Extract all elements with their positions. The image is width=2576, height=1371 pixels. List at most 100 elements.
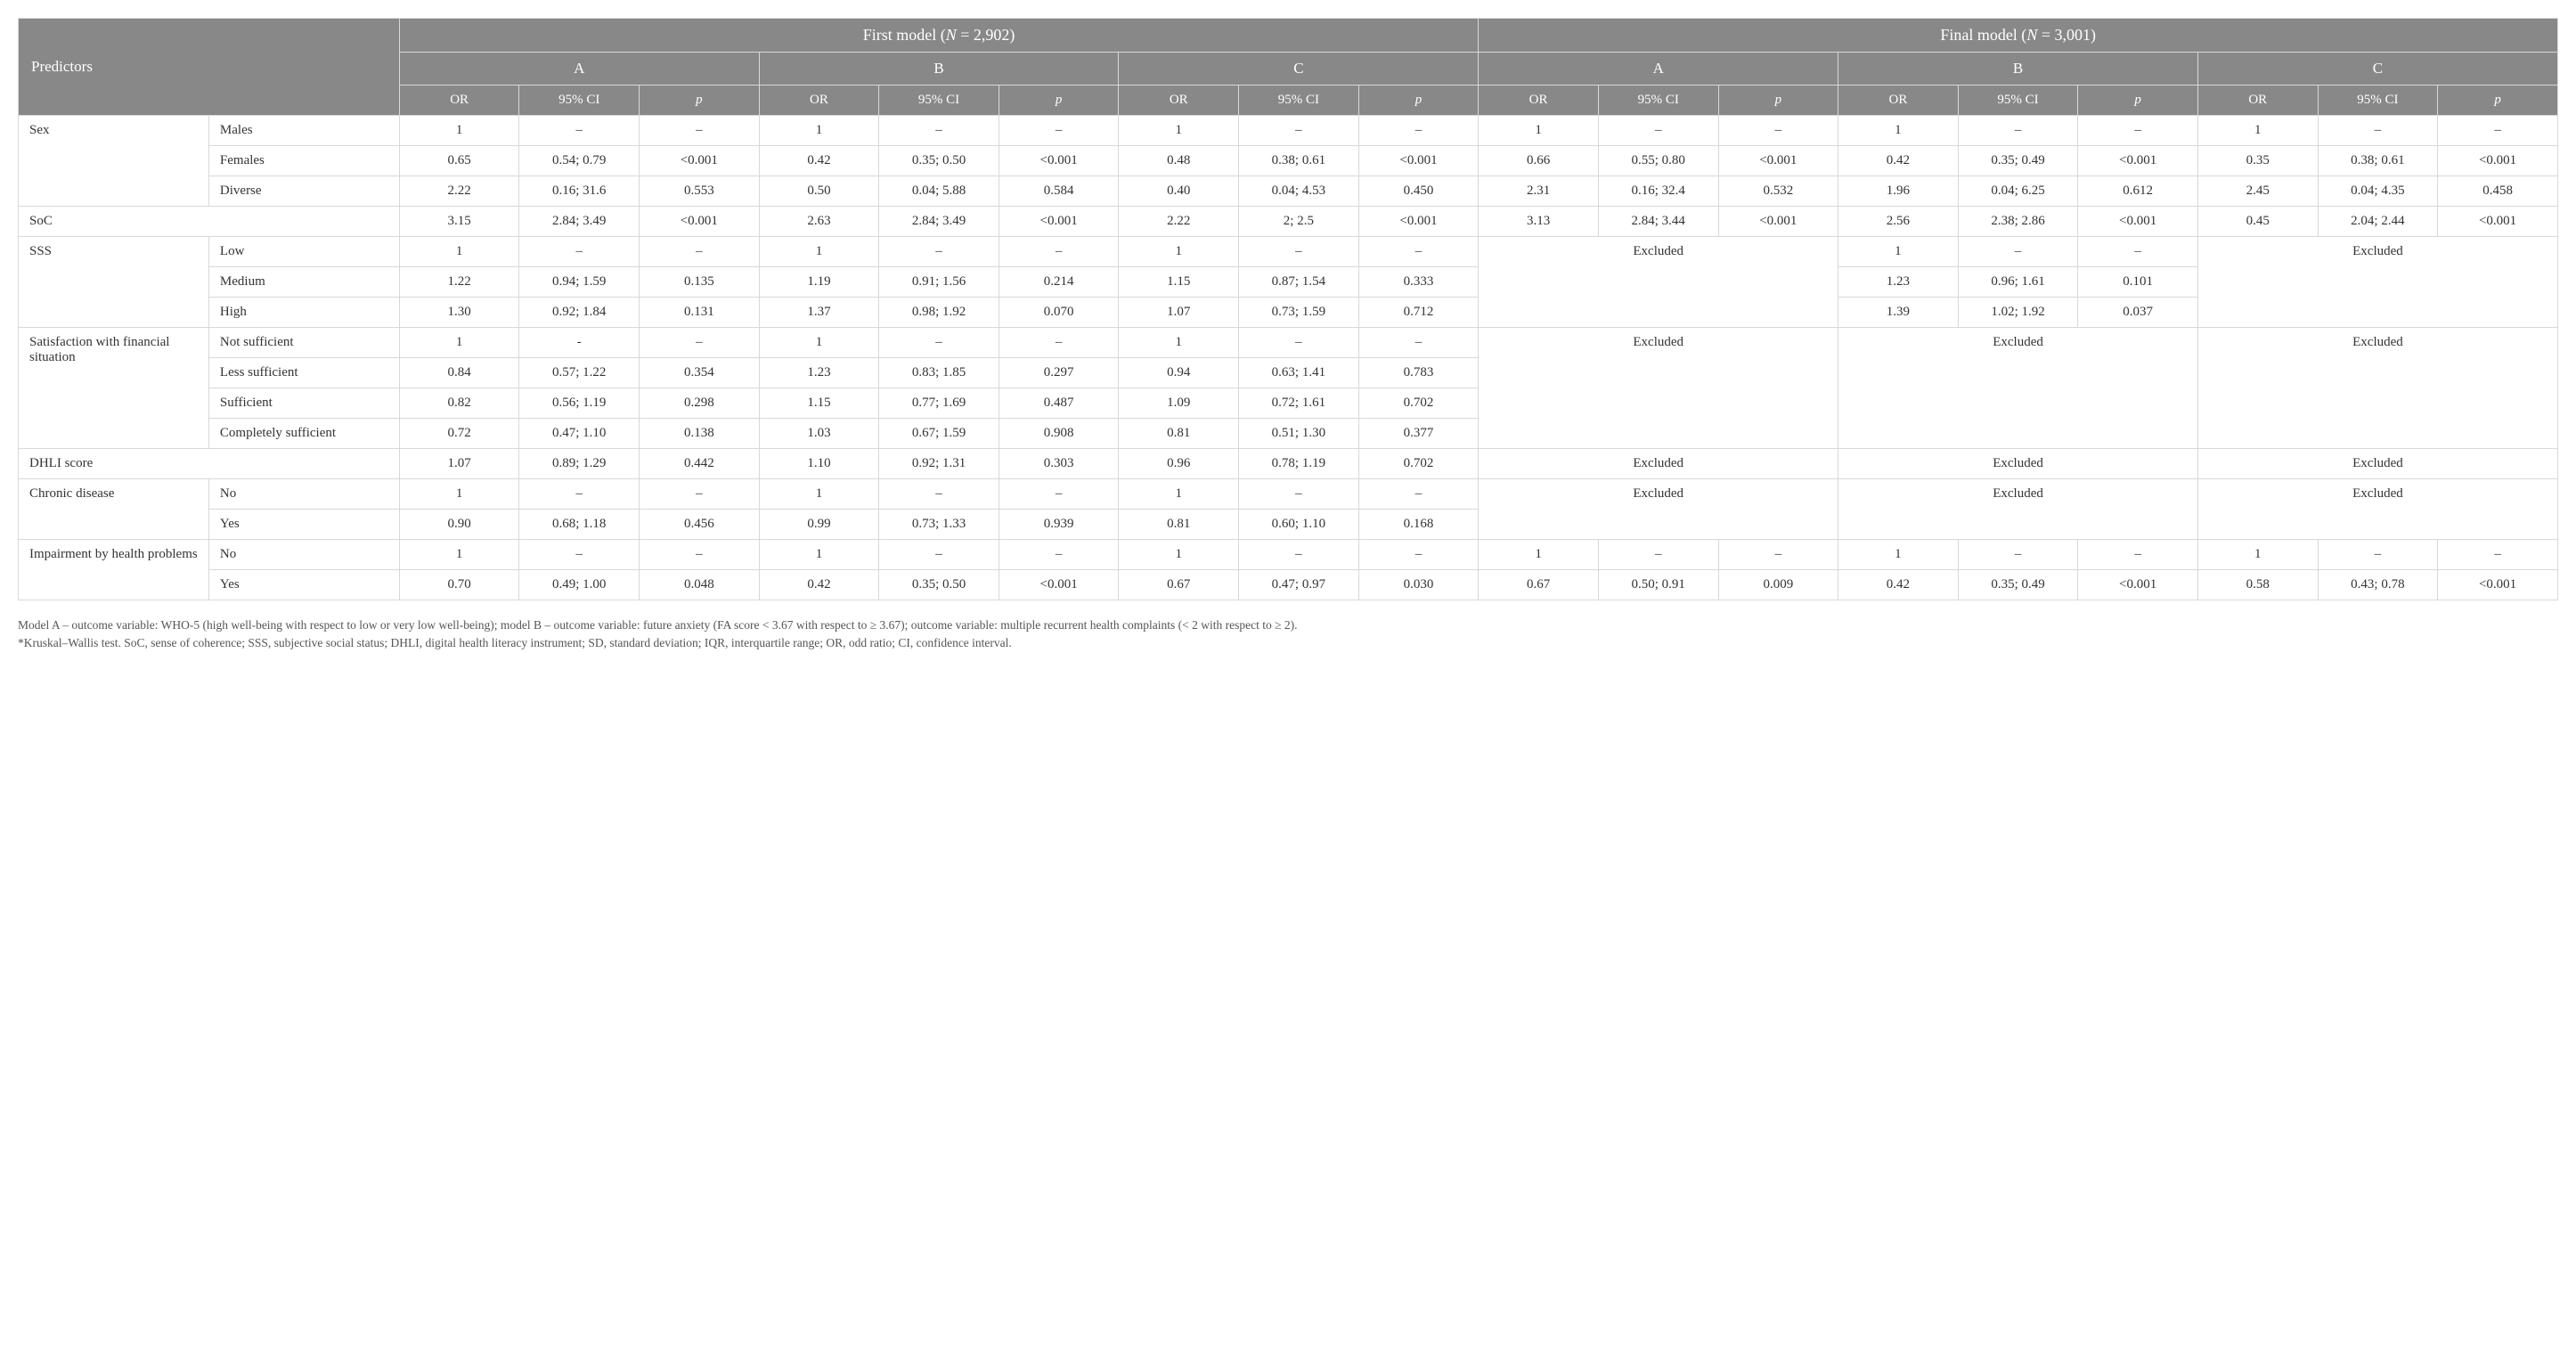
cell: <0.001 xyxy=(2078,570,2198,600)
cell: – xyxy=(1718,116,1838,146)
cell: 0.81 xyxy=(1119,510,1239,540)
cell: 1 xyxy=(399,479,519,510)
cell: <0.001 xyxy=(640,146,760,176)
cell: <0.001 xyxy=(2438,570,2558,600)
cell: 0.55; 0.80 xyxy=(1598,146,1718,176)
cell: – xyxy=(1358,237,1479,267)
cell: 0.91; 1.56 xyxy=(879,267,999,298)
cell: 0.35; 0.49 xyxy=(1958,146,2078,176)
cell: 0.72; 1.61 xyxy=(1239,388,1359,419)
cell: 0.83; 1.85 xyxy=(879,358,999,388)
header-first-model: First model (N = 2,902) xyxy=(399,19,1478,53)
cell: 0.101 xyxy=(2078,267,2198,298)
cell: 0.94; 1.59 xyxy=(519,267,640,298)
row-impair-yes: Yes 0.700.49; 1.000.048 0.420.35; 0.50<0… xyxy=(19,570,2558,600)
row-sss-medium: Medium 1.220.94; 1.590.135 1.190.91; 1.5… xyxy=(19,267,2558,298)
cell: – xyxy=(879,237,999,267)
cell: – xyxy=(1718,540,1838,570)
cell: – xyxy=(1598,116,1718,146)
col-or: OR xyxy=(2197,86,2318,116)
cell: 0.450 xyxy=(1358,176,1479,207)
cell: – xyxy=(879,479,999,510)
cell: – xyxy=(640,237,760,267)
col-or: OR xyxy=(1838,86,1959,116)
label-diverse: Diverse xyxy=(208,176,399,207)
cell: 1 xyxy=(1838,116,1959,146)
cell: 0.070 xyxy=(999,298,1119,328)
row-soc: SoC 3.152.84; 3.49<0.001 2.632.84; 3.49<… xyxy=(19,207,2558,237)
cell: 0.40 xyxy=(1119,176,1239,207)
cell: 2.22 xyxy=(1119,207,1239,237)
cell: 1.22 xyxy=(399,267,519,298)
cell: 1.30 xyxy=(399,298,519,328)
cell: 0.94 xyxy=(1119,358,1239,388)
cell: 2.31 xyxy=(1479,176,1599,207)
cell: 0.89; 1.29 xyxy=(519,449,640,479)
cell: 0.214 xyxy=(999,267,1119,298)
cell: 0.98; 1.92 xyxy=(879,298,999,328)
cell: 0.939 xyxy=(999,510,1119,540)
cell: – xyxy=(519,479,640,510)
label-chronic-yes: Yes xyxy=(208,510,399,540)
cell: 0.04; 4.35 xyxy=(2318,176,2438,207)
cell: 0.702 xyxy=(1358,388,1479,419)
cell: 0.51; 1.30 xyxy=(1239,419,1359,449)
label-sex: Sex xyxy=(19,116,209,207)
cell: – xyxy=(640,540,760,570)
cell: 0.45 xyxy=(2197,207,2318,237)
cell: 0.009 xyxy=(1718,570,1838,600)
cell: – xyxy=(999,540,1119,570)
cell: 0.78; 1.19 xyxy=(1239,449,1359,479)
cell: 2.84; 3.49 xyxy=(519,207,640,237)
label-impair: Impairment by health problems xyxy=(19,540,209,600)
cell: 0.42 xyxy=(759,146,879,176)
label-impair-yes: Yes xyxy=(208,570,399,600)
cell: <0.001 xyxy=(2078,207,2198,237)
cell: – xyxy=(1958,540,2078,570)
cell: 0.67 xyxy=(1119,570,1239,600)
cell: 0.81 xyxy=(1119,419,1239,449)
cell: 0.168 xyxy=(1358,510,1479,540)
label-satfin-suf: Sufficient xyxy=(208,388,399,419)
cell: 0.131 xyxy=(640,298,760,328)
cell: 0.57; 1.22 xyxy=(519,358,640,388)
cell: 1 xyxy=(2197,116,2318,146)
row-sss-low: SSS Low 1–– 1–– 1–– Excluded 1–– Exclude… xyxy=(19,237,2558,267)
cell: 1.15 xyxy=(1119,267,1239,298)
header-predictors: Predictors xyxy=(19,19,400,116)
cell: 1 xyxy=(2197,540,2318,570)
cell: <0.001 xyxy=(1358,146,1479,176)
cell-excluded: Excluded xyxy=(2197,328,2557,449)
cell: 0.458 xyxy=(2438,176,2558,207)
col-ci: 95% CI xyxy=(1239,86,1359,116)
cell: 0.66 xyxy=(1479,146,1599,176)
cell: 2.56 xyxy=(1838,207,1959,237)
label-females: Females xyxy=(208,146,399,176)
header-final-b: B xyxy=(1838,53,2198,86)
cell-excluded: Excluded xyxy=(1479,479,1838,540)
cell: – xyxy=(1598,540,1718,570)
cell: 0.04; 5.88 xyxy=(879,176,999,207)
cell: 0.96; 1.61 xyxy=(1958,267,2078,298)
row-sex-diverse: Diverse 2.220.16; 31.60.553 0.500.04; 5.… xyxy=(19,176,2558,207)
cell: – xyxy=(1239,540,1359,570)
header-first-b: B xyxy=(759,53,1119,86)
cell-excluded: Excluded xyxy=(2197,237,2557,328)
label-sss-high: High xyxy=(208,298,399,328)
cell: 0.138 xyxy=(640,419,760,449)
cell: 1.23 xyxy=(759,358,879,388)
cell: – xyxy=(879,328,999,358)
cell: 2.84; 3.44 xyxy=(1598,207,1718,237)
cell: 0.43; 0.78 xyxy=(2318,570,2438,600)
label-impair-no: No xyxy=(208,540,399,570)
col-p: p xyxy=(640,86,760,116)
cell: – xyxy=(519,237,640,267)
cell: 0.96 xyxy=(1119,449,1239,479)
cell: – xyxy=(879,540,999,570)
cell: 0.38; 0.61 xyxy=(1239,146,1359,176)
cell: <0.001 xyxy=(1358,207,1479,237)
cell: 2.22 xyxy=(399,176,519,207)
col-p: p xyxy=(2078,86,2198,116)
cell: 0.47; 1.10 xyxy=(519,419,640,449)
cell: 1 xyxy=(1838,540,1959,570)
